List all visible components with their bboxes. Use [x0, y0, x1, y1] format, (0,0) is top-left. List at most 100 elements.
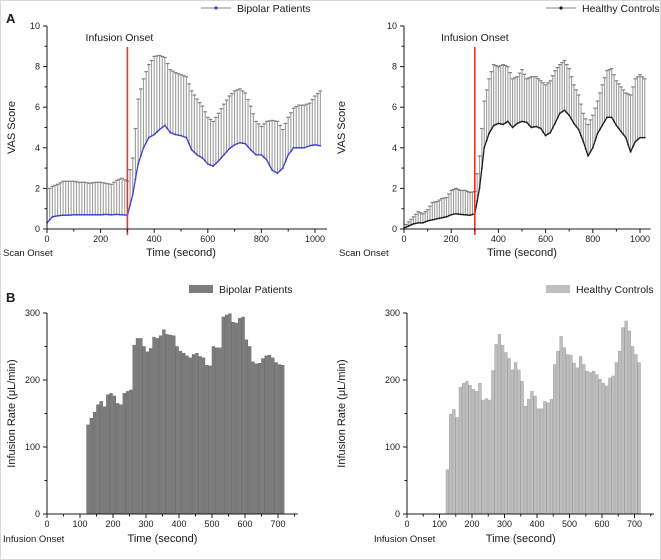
corner-note: Infusion Onset: [374, 534, 436, 545]
bar: [549, 399, 553, 515]
bar: [281, 365, 285, 515]
bar: [637, 362, 641, 515]
panel-a-label: A: [6, 11, 16, 26]
legend-label: Healthy Controls: [576, 284, 654, 296]
bar: [575, 367, 579, 515]
bar: [468, 385, 472, 515]
x-tick-label: 100: [72, 519, 87, 529]
y-tick-label: 4: [392, 143, 397, 153]
bar: [99, 401, 103, 515]
annotation-label: Infusion Onset: [86, 32, 154, 44]
bar: [608, 377, 612, 515]
y-tick-label: 100: [25, 442, 40, 452]
x-tick-label: 300: [497, 519, 512, 529]
bar: [201, 357, 206, 515]
bar: [546, 402, 550, 515]
x-tick-label: 500: [204, 519, 219, 529]
bar: [92, 411, 97, 515]
y-tick-label: 200: [385, 375, 400, 385]
x-tick-label: 600: [200, 234, 215, 244]
bar: [458, 387, 462, 515]
bar: [556, 350, 560, 515]
bar: [106, 394, 110, 515]
corner-note: Infusion Onset: [3, 534, 65, 545]
corner-note: Scan Onset: [339, 248, 389, 259]
bar: [251, 361, 255, 515]
bar: [142, 346, 146, 515]
bar: [614, 362, 618, 515]
bar: [478, 383, 482, 515]
bar: [536, 408, 540, 515]
bar: [224, 314, 229, 515]
bar: [112, 395, 117, 515]
bar: [205, 365, 209, 515]
chart-vas-bipolar: Infusion Onset 0 200 400 600 800 1000 0 2 4 6 8 10 Ti…: [3, 3, 328, 259]
bar: [96, 404, 100, 515]
bar: [624, 320, 628, 515]
y-tick-label: 10: [30, 21, 40, 31]
bars: [86, 313, 285, 515]
legend-swatch: [546, 285, 570, 293]
bar: [481, 399, 485, 515]
x-axis-label: Time (second): [146, 247, 216, 259]
bar: [109, 393, 113, 515]
bar: [484, 398, 488, 515]
bar: [452, 409, 456, 515]
bar: [569, 354, 573, 515]
bar: [254, 363, 258, 515]
bar: [455, 417, 459, 515]
x-axis-label: Time (second): [487, 247, 557, 259]
x-tick-label: 1000: [305, 234, 325, 244]
y-axis-label: Infusion Rate (μL/min): [6, 359, 18, 467]
x-tick-label: 600: [538, 234, 553, 244]
x-tick-label: 0: [401, 234, 406, 244]
y-tick-label: 300: [385, 308, 400, 318]
bar: [631, 346, 635, 515]
bar: [221, 316, 225, 515]
y-tick-label: 100: [385, 442, 400, 452]
legend-marker-dot: [214, 6, 218, 10]
bar: [497, 334, 501, 515]
bar: [588, 372, 592, 515]
x-axis-label: Time (second): [128, 533, 198, 545]
bar: [116, 403, 120, 515]
legend-label: Bipolar Patients: [219, 284, 293, 296]
bar: [139, 338, 143, 515]
bar: [449, 413, 453, 515]
x-tick-label: 600: [237, 519, 252, 529]
x-tick-label: 200: [444, 234, 459, 244]
bar: [491, 370, 495, 515]
y-tick-label: 300: [25, 308, 40, 318]
y-tick-label: 2: [392, 183, 397, 193]
bar: [231, 322, 235, 515]
bar: [191, 354, 196, 515]
bar: [501, 344, 505, 515]
x-tick-label: 400: [529, 519, 544, 529]
bar: [152, 336, 156, 515]
annotation-label: Infusion Onset: [441, 32, 509, 44]
y-tick-label: 4: [35, 143, 40, 153]
y-tick-label: 0: [392, 224, 397, 234]
bar: [553, 364, 557, 515]
chart-vas-control: Infusion Onset 0 200 400 600 800 1000 0 2 4 6 8 10 Ti…: [336, 3, 660, 259]
legend-label: Bipolar Patients: [237, 3, 311, 15]
bar: [218, 347, 222, 515]
bar: [208, 365, 212, 515]
bar: [465, 381, 469, 515]
x-tick-label: 0: [44, 519, 49, 529]
bar: [504, 352, 508, 515]
bar: [559, 336, 563, 515]
bar: [132, 344, 136, 515]
bar: [462, 383, 466, 515]
bar: [211, 346, 216, 515]
bar: [634, 354, 638, 515]
x-tick-label: 200: [464, 519, 479, 529]
x-axis-label: Time (second): [486, 533, 556, 545]
x-tick-label: 300: [138, 519, 153, 529]
bar: [165, 334, 169, 515]
x-tick-label: 800: [585, 234, 600, 244]
bar: [566, 354, 570, 515]
bar: [592, 371, 596, 515]
bar: [543, 401, 547, 515]
bar: [598, 379, 602, 515]
